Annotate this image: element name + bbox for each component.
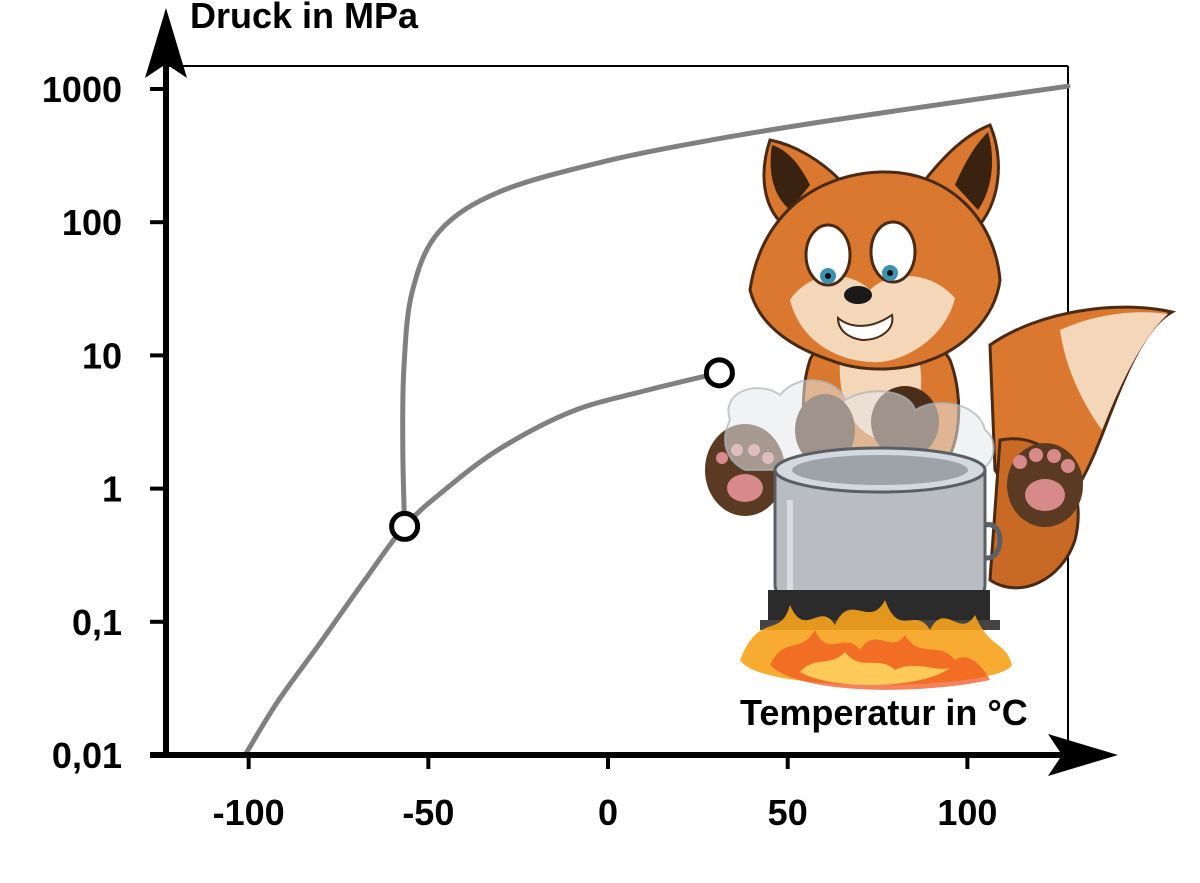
series-layer [242, 83, 1071, 758]
x-tick-label: -100 [213, 792, 285, 833]
critical-point-marker [703, 357, 735, 389]
y-tick-layer: 0,01 0,1 1 10 100 1000 [42, 69, 166, 776]
y-axis-title: Druck in MPa [190, 0, 419, 36]
x-tick-label: 0 [598, 792, 618, 833]
y-tick-label: 10 [82, 335, 122, 376]
series-line-melting [400, 83, 1071, 529]
triple-point-marker [389, 510, 421, 542]
y-axis-arrow-icon [145, 8, 187, 78]
x-tick-layer: -100 -50 0 50 100 [213, 755, 997, 833]
x-axis-title: Temperatur in °C [740, 692, 1028, 733]
y-tick-label: 1000 [42, 69, 122, 110]
x-tick-label: 50 [768, 792, 808, 833]
x-tick-label: -50 [402, 792, 454, 833]
y-tick-label: 0,01 [52, 735, 122, 776]
series-line-sublimation-vapor [242, 370, 722, 758]
marker-layer [389, 357, 735, 542]
y-tick-label: 0,1 [72, 602, 122, 643]
y-tick-label: 1 [102, 469, 122, 510]
x-axis-arrow-icon [1048, 734, 1118, 776]
fox-cooking-pot-illustration [705, 123, 1177, 690]
y-tick-label: 100 [62, 202, 122, 243]
x-tick-label: 100 [937, 792, 997, 833]
